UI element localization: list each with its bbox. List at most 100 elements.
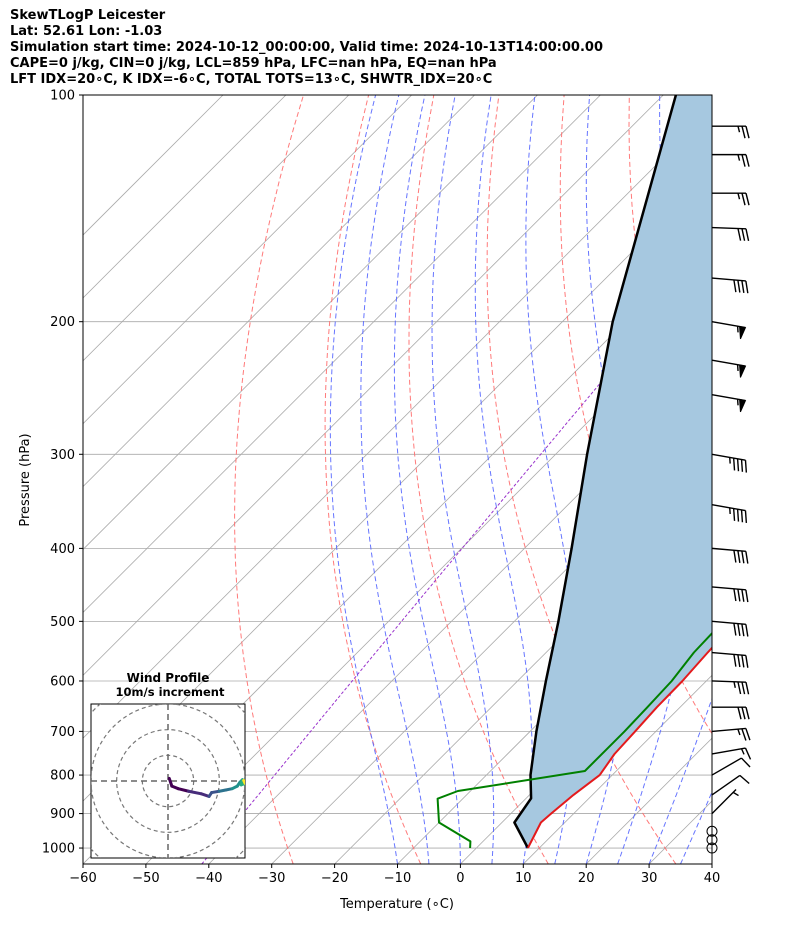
barb-full (733, 654, 737, 667)
isotherm-line (145, 297, 712, 864)
barb-half (740, 748, 745, 755)
isotherm-line (334, 486, 712, 864)
barb-full (733, 623, 737, 636)
hodograph-title: Wind Profile (127, 671, 210, 685)
x-tick-label: −60 (69, 871, 96, 886)
barb-half (737, 192, 741, 200)
barb-half (732, 791, 739, 797)
isotherm-line (83, 95, 224, 236)
wind-barb (711, 757, 751, 776)
hodograph-segment (242, 778, 245, 785)
wind-barb (706, 834, 718, 846)
barb-staff (711, 651, 746, 657)
barb-staff (711, 747, 746, 755)
barb-flag (739, 325, 747, 340)
wind-barb (711, 789, 739, 815)
barb-full (745, 682, 750, 695)
barb-full (741, 550, 745, 564)
dry-adiabat (760, 95, 794, 864)
wind-barb (711, 727, 751, 741)
x-tick-label: −50 (132, 871, 159, 886)
isotherm-line (83, 95, 538, 551)
barb-full (745, 192, 750, 206)
wind-barb (711, 680, 750, 695)
barb-full (744, 460, 748, 473)
barb-staff (711, 547, 746, 553)
wind-barb (711, 226, 750, 242)
wind-barb (711, 586, 749, 603)
barb-full (741, 728, 747, 741)
barb-full (745, 624, 749, 637)
axes: −60 −50 −40 −30 −20 −10 0 10 20 30 40 1000 900 800 700… (42, 89, 720, 887)
hodograph-segment (248, 782, 251, 785)
barb-half (737, 126, 741, 133)
barb-half (737, 728, 741, 736)
moist-adiabat (680, 790, 712, 864)
moist-adiabat (648, 697, 712, 864)
isotherm-line (397, 548, 712, 864)
barb-full (741, 280, 745, 293)
barb-staff (711, 453, 746, 461)
wind-barb (711, 453, 748, 473)
y-tick-label: 800 (50, 769, 75, 784)
barb-full (745, 228, 750, 242)
barb-full (737, 623, 741, 636)
y-tick-label: 900 (50, 807, 75, 822)
profile-lines (436, 95, 712, 849)
barb-full (745, 126, 750, 139)
wind-barbs (706, 125, 752, 854)
wind-barb (712, 706, 750, 720)
isotherm-line (83, 95, 287, 299)
barb-staff (711, 774, 741, 796)
barb-full (737, 228, 742, 241)
hodograph-segment (187, 789, 203, 796)
barb-full (741, 706, 746, 720)
parcel-area-fill (514, 95, 712, 848)
y-tick-label: 100 (50, 89, 75, 104)
hodograph-segment (176, 787, 191, 793)
barb-full (745, 589, 749, 603)
calm-circle (706, 834, 718, 846)
barb-staff (711, 727, 746, 733)
barb-full (741, 681, 746, 695)
barb-full (744, 747, 752, 760)
barb-full (736, 458, 740, 472)
wind-barb (711, 393, 747, 413)
barb-full (737, 550, 741, 563)
moist-adiabat (393, 95, 461, 864)
y-tick-label: 600 (50, 674, 75, 689)
barb-full (733, 279, 737, 293)
x-axis-label: Temperature (∘C) (339, 897, 454, 912)
indices-line-2: LFT IDX=20∘C, K IDX=-6∘C, TOTAL TOTS=13∘… (10, 72, 493, 87)
wind-barb (711, 747, 752, 760)
barb-staff (711, 586, 746, 591)
barb-flag (739, 364, 747, 378)
x-tick-label: 40 (704, 871, 721, 886)
y-tick-label: 400 (50, 542, 75, 557)
barb-flag (739, 398, 747, 413)
barb-full (736, 509, 740, 522)
barb-full (744, 510, 748, 523)
y-tick-label: 200 (50, 315, 75, 330)
barb-full (737, 589, 741, 602)
time-label: Simulation start time: 2024-10-12_00:00:… (10, 40, 603, 55)
barb-full (737, 654, 741, 668)
barb-full (741, 228, 746, 241)
barb-staff (711, 226, 747, 230)
barb-staff (711, 277, 746, 282)
barb-staff (711, 757, 742, 776)
isotherm-line (523, 674, 712, 864)
barb-full (741, 655, 745, 668)
x-tick-label: −40 (195, 871, 222, 886)
barb-full (733, 588, 737, 602)
barb-staff (711, 504, 746, 512)
barb-full (741, 623, 745, 637)
barb-full (745, 655, 749, 668)
indices-line-1: CAPE=0 j/kg, CIN=0 j/kg, LCL=859 hPa, LF… (10, 56, 497, 71)
x-tick-label: 0 (456, 871, 464, 886)
barb-full (737, 681, 742, 695)
x-tick-label: −30 (258, 871, 285, 886)
x-tick-label: −20 (321, 871, 348, 886)
